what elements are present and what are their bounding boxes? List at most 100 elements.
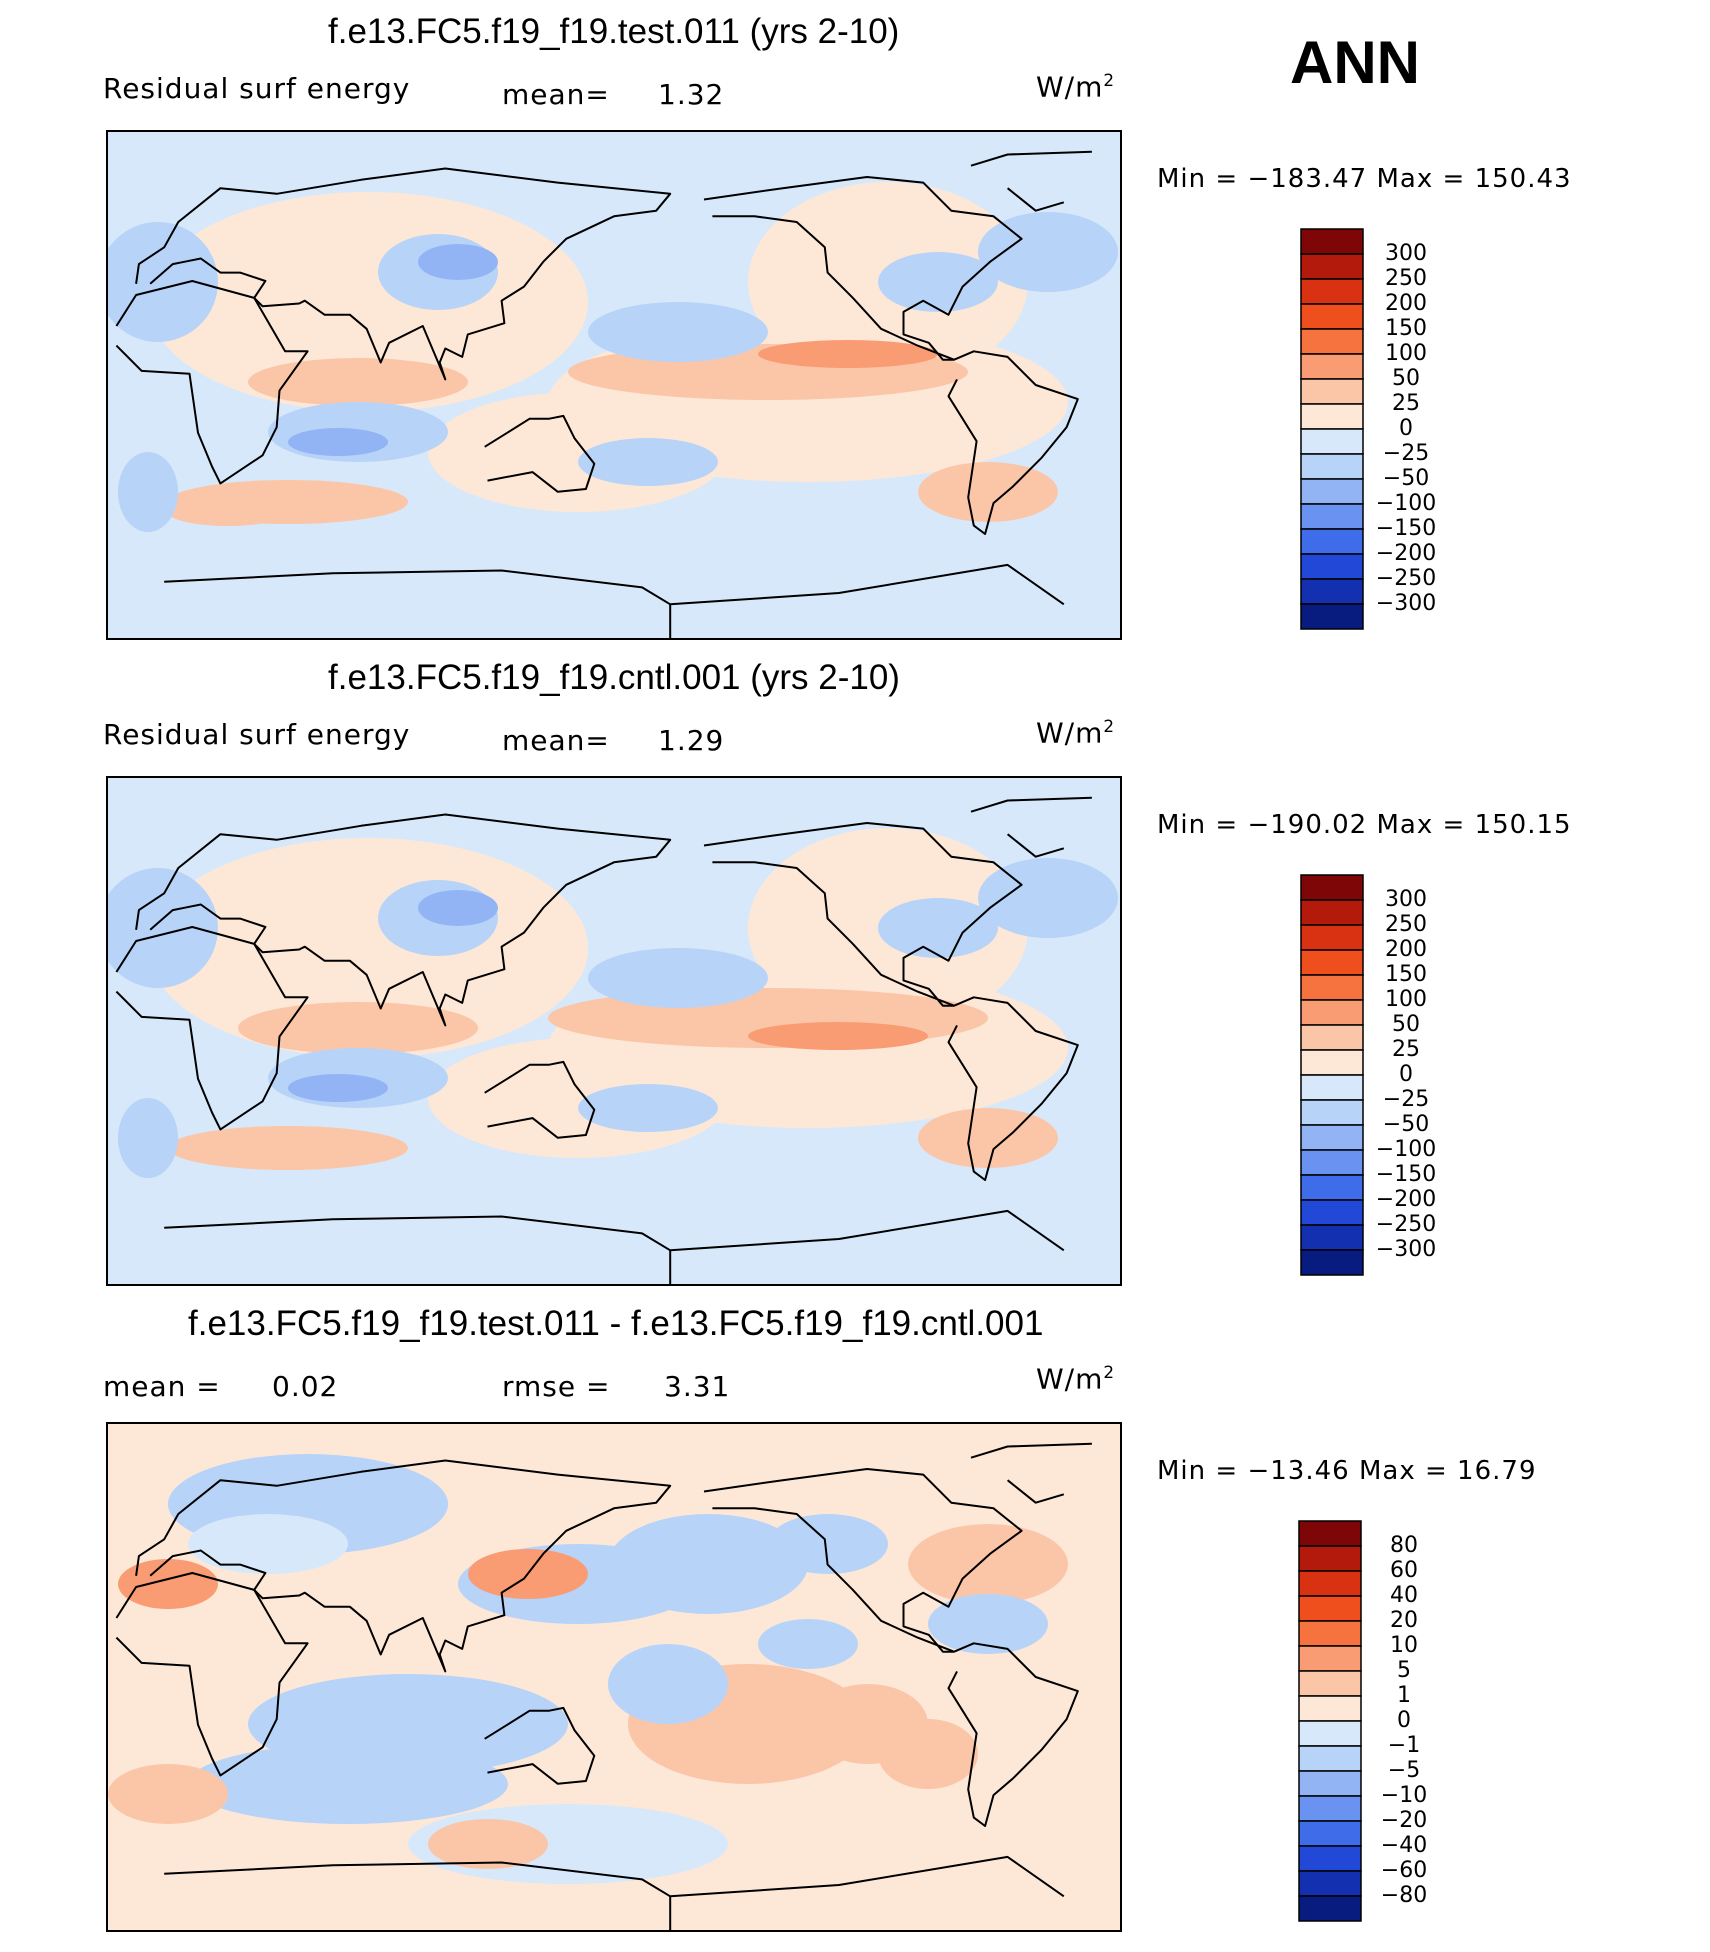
colorbar-tick-label: 50 <box>1392 366 1420 391</box>
contour-region <box>918 1108 1058 1168</box>
colorbar-tick-label: 10 <box>1390 1633 1418 1658</box>
colorbar-tick-label: −5 <box>1387 1758 1421 1783</box>
panel-title: f.e13.FC5.f19_f19.cntl.001 (yrs 2-10) <box>328 658 900 697</box>
contour-region <box>748 1022 928 1050</box>
coastline-africa <box>115 926 309 1131</box>
contour-region <box>908 1524 1068 1604</box>
contour-region <box>418 890 498 926</box>
contour-region <box>248 358 468 406</box>
min-max-readout: Min = −13.46 Max = 16.79 <box>1157 1456 1537 1486</box>
panel-title: f.e13.FC5.f19_f19.test.011 - f.e13.FC5.f… <box>188 1304 1044 1343</box>
colorbar-swatch <box>1300 578 1364 605</box>
coastline-australia <box>484 1060 596 1139</box>
coastline-eurasia <box>135 813 672 1027</box>
contour-region <box>118 1098 178 1178</box>
coastline-antarctica <box>164 1855 1065 1930</box>
colorbar-swatch <box>1300 428 1364 455</box>
colorbar-swatch <box>1298 1670 1362 1697</box>
coastline-samerica <box>947 350 1079 535</box>
coastline-eurasia <box>135 1459 672 1673</box>
coastline-samerica <box>947 1642 1079 1827</box>
colorbar-swatch <box>1300 1074 1364 1101</box>
colorbar-swatch <box>1300 949 1364 976</box>
colorbar-swatches <box>1298 1520 1362 1922</box>
colorbar-tick-label: 0 <box>1399 416 1413 441</box>
colorbar-swatch <box>1298 1845 1362 1872</box>
rmse-label: rmse = <box>502 1370 611 1403</box>
min-max-readout: Min = −190.02 Max = 150.15 <box>1157 810 1572 840</box>
contour-region <box>758 340 938 368</box>
contour-region <box>118 452 178 532</box>
contour-region <box>608 1514 808 1614</box>
contour-region <box>978 858 1118 938</box>
contour-region <box>428 1819 548 1869</box>
colorbar-tick-label: 150 <box>1385 316 1427 341</box>
variable-label: Residual surf energy <box>103 718 411 751</box>
colorbar-swatch <box>1298 1820 1362 1847</box>
colorbar-tick-label: 100 <box>1385 987 1427 1012</box>
coastline-namerica <box>703 176 1023 361</box>
colorbar-swatch <box>1300 553 1364 580</box>
colorbar-tick-label: 0 <box>1397 1708 1411 1733</box>
colorbar-tick-label: −50 <box>1382 466 1430 491</box>
residual-surface-energy-map-test <box>106 130 1122 640</box>
colorbar-swatch <box>1300 1099 1364 1126</box>
colorbar-swatch <box>1300 328 1364 355</box>
coastline-namerica <box>703 822 1023 1007</box>
colorbar-tick-label: −300 <box>1375 591 1437 616</box>
coastline-africa <box>115 280 309 485</box>
colorbar-tick-label: −100 <box>1375 1137 1437 1162</box>
contour-region <box>578 438 718 486</box>
contour-region <box>508 1158 948 1238</box>
contour-region <box>288 1074 388 1102</box>
contour-region <box>748 1068 868 1108</box>
colorbar-swatch <box>1300 1174 1364 1201</box>
contour-region <box>108 868 218 988</box>
contour-region <box>118 1559 218 1609</box>
season-label: ANN <box>1290 29 1420 96</box>
colorbar-tick-label: −150 <box>1375 516 1437 541</box>
colorbar-swatch <box>1300 924 1364 951</box>
max-value: 16.79 <box>1457 1456 1537 1486</box>
colorbar-swatch <box>1300 1249 1364 1276</box>
coastline-namerica <box>703 1468 1023 1653</box>
max-label: Max <box>1358 1456 1416 1486</box>
colorbar-tick-label: 200 <box>1385 291 1427 316</box>
colorbar-tick-label: −200 <box>1375 1187 1437 1212</box>
colorbar-tick-label: −200 <box>1375 541 1437 566</box>
contour-region <box>878 898 998 958</box>
colorbar-tick-label: −10 <box>1380 1783 1428 1808</box>
contour-region <box>168 498 288 526</box>
colorbar-swatch <box>1300 899 1364 926</box>
coastline-antarctica <box>164 563 1065 638</box>
colorbar-tick-label: 300 <box>1385 887 1427 912</box>
min-label: Min <box>1157 810 1207 840</box>
colorbar-swatch <box>1298 1595 1362 1622</box>
colorbar-swatch <box>1300 1049 1364 1076</box>
colorbar-swatch <box>1300 478 1364 505</box>
contour-region <box>418 244 498 280</box>
contour-region <box>588 948 768 1008</box>
colorbar-swatch <box>1300 378 1364 405</box>
colorbar-tick-label: −250 <box>1375 1212 1437 1237</box>
colorbar-tick-label: −25 <box>1382 441 1430 466</box>
mean-label: mean= <box>502 724 610 757</box>
colorbar-swatch <box>1300 503 1364 530</box>
colorbar-tick-label: −300 <box>1375 1237 1437 1262</box>
colorbar-tick-label: −25 <box>1382 1087 1430 1112</box>
coastline-africa <box>115 1572 309 1777</box>
colorbar-swatch <box>1300 253 1364 280</box>
contour-region <box>168 1134 288 1162</box>
colorbar-swatch <box>1298 1620 1362 1647</box>
contour-region <box>288 428 388 456</box>
min-value: −13.46 <box>1247 1456 1350 1486</box>
min-max-readout: Min = −183.47 Max = 150.43 <box>1157 164 1572 194</box>
contour-region <box>878 252 998 312</box>
colorbar-tick-label: −1 <box>1387 1733 1421 1758</box>
colorbar-tick-label: 250 <box>1385 912 1427 937</box>
colorbar-swatch <box>1298 1745 1362 1772</box>
colorbar-swatch <box>1298 1645 1362 1672</box>
colorbar-swatch <box>1300 1199 1364 1226</box>
colorbar-tick-label: 0 <box>1399 1062 1413 1087</box>
colorbar-tick-label: 100 <box>1385 341 1427 366</box>
